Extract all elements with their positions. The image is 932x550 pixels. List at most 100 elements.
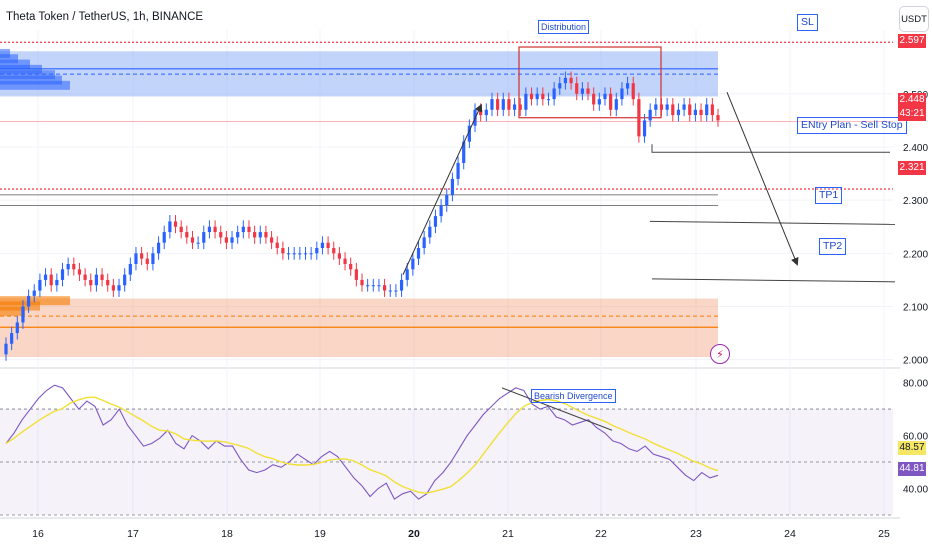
candle-body (659, 104, 664, 110)
candle-body (117, 285, 121, 291)
rsi-tick-label: 60.00 (903, 432, 928, 443)
candle-body (21, 306, 25, 323)
candle-body (106, 279, 110, 286)
candle-body (535, 93, 539, 100)
candle-body (428, 226, 432, 238)
candle-body (507, 99, 511, 110)
volume-profile-bar (0, 75, 62, 85)
chart-axes: 2.5002.4002.3002.2002.1002.0001617181920… (0, 90, 928, 540)
candle-body (558, 83, 562, 89)
volume-profile-bar (0, 70, 55, 80)
tp2-line (651, 278, 896, 283)
candle-body (354, 269, 358, 280)
candle-body (490, 99, 494, 110)
candle-body (162, 232, 166, 243)
candle-body (529, 93, 534, 100)
entry-plan-label[interactable]: ENtry Plan - Sell Stop (797, 117, 907, 134)
candle-body (609, 93, 613, 110)
lightning-icon[interactable]: ⚡ (710, 344, 730, 364)
candle-body (337, 253, 341, 259)
candle-body (614, 99, 618, 110)
projected-drop-arrow (726, 92, 799, 266)
candle-body (366, 285, 370, 287)
candle-body (253, 232, 257, 238)
candle-body (134, 253, 138, 264)
candle-body (309, 253, 313, 255)
candle-body (445, 194, 449, 206)
candle-body (128, 263, 132, 275)
zones-layer (0, 46, 718, 358)
volume-profile-bar (0, 54, 18, 64)
candle-body (43, 274, 48, 280)
price-tick-label: 2.200 (903, 249, 928, 260)
annotation-arrows (402, 92, 799, 275)
candle-body (196, 242, 200, 244)
time-tick-label: 23 (690, 528, 702, 540)
candle-body (343, 258, 347, 264)
time-tick-label: 22 (595, 528, 607, 540)
price-tick-label: 2.300 (903, 196, 928, 207)
candle-body (580, 88, 584, 94)
rsi-line (5, 384, 719, 500)
candle-body (303, 253, 308, 255)
up-move-arrow (402, 103, 483, 275)
candle-body (377, 285, 381, 287)
candle-body (140, 253, 144, 259)
candle-body (264, 232, 268, 238)
candle-body (32, 290, 36, 296)
candle-body (202, 232, 206, 243)
candle-body (586, 88, 590, 94)
candle-body (688, 104, 692, 116)
candle-body (224, 237, 228, 243)
candle-body (399, 279, 404, 291)
candle-body (349, 263, 353, 270)
candle-body (332, 248, 336, 254)
candle-body (450, 178, 455, 195)
candle-body (55, 279, 59, 286)
tp1-label[interactable]: TP1 (815, 187, 843, 204)
sl-label[interactable]: SL (797, 14, 818, 31)
bearish-divergence-label[interactable]: Bearish Divergence (531, 389, 616, 403)
candle-body (156, 242, 161, 254)
candle-body (168, 221, 172, 233)
price-tick-label: 2.400 (903, 143, 928, 154)
candle-body (15, 322, 19, 334)
candle-body (705, 104, 709, 116)
volume-profile-bar (0, 80, 70, 90)
candle-body (620, 88, 624, 100)
candle-body (281, 248, 285, 254)
candle-body (10, 333, 14, 344)
currency-button[interactable]: USDT (899, 6, 929, 32)
candle-body (710, 104, 714, 116)
rsi-value-tag: 44.81 (898, 462, 926, 476)
candle-body (439, 205, 443, 217)
time-tick-label: 25 (878, 528, 890, 540)
volume-profile-bar (0, 296, 70, 306)
distribution-label[interactable]: Distribution (538, 20, 590, 34)
candle-body (388, 290, 392, 292)
level-price-tag: 2.321 (898, 161, 926, 175)
candle-body (269, 237, 274, 243)
candle-body (699, 109, 703, 116)
candle-body (66, 263, 70, 270)
chart-title: Theta Token / TetherUS, 1h, BINANCE (6, 11, 204, 23)
candle-body (625, 83, 630, 89)
time-tick-label: 17 (127, 528, 139, 540)
candle-body (637, 99, 641, 137)
candle-body (49, 274, 53, 286)
candle-body (77, 269, 82, 275)
candle-body (298, 253, 302, 255)
candle-body (236, 232, 240, 238)
tp2-label[interactable]: TP2 (819, 238, 847, 255)
current-price-tag: 2.448 (898, 93, 926, 107)
time-tick-label: 19 (314, 528, 326, 540)
price-tick-label: 2.000 (903, 356, 928, 367)
candle-body (60, 269, 65, 280)
candle-body (360, 279, 364, 286)
candle-body (518, 104, 522, 110)
candle-body (179, 226, 183, 233)
candle-body (603, 93, 607, 100)
rsi-ma-line (5, 396, 719, 494)
candle-body (213, 226, 217, 233)
